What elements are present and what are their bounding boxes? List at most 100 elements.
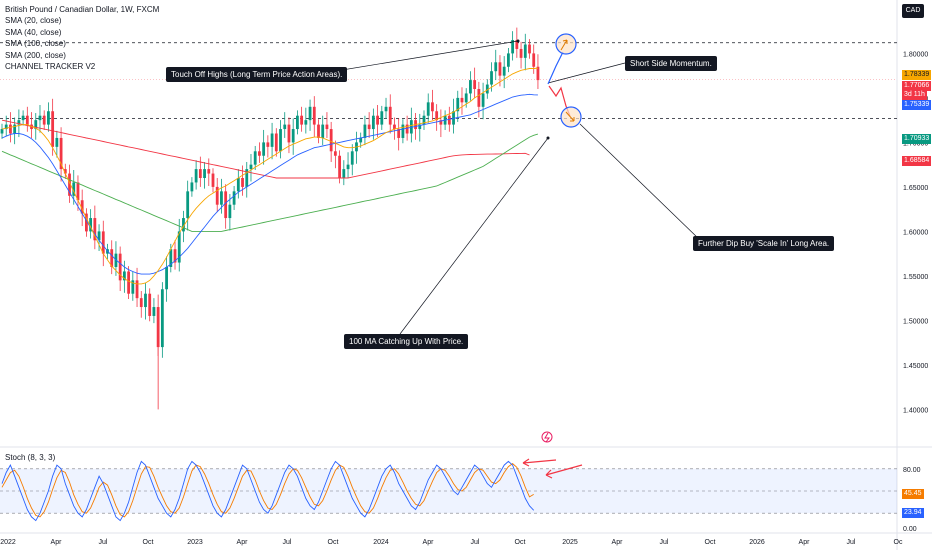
candle-body xyxy=(245,169,249,187)
note-ma-catching[interactable]: 100 MA Catching Up With Price. xyxy=(344,334,469,349)
candle-body xyxy=(515,40,519,49)
x-tick-label: Apr xyxy=(51,539,63,546)
candle-body xyxy=(350,151,354,165)
note-touch-highs[interactable]: Touch Off Highs (Long Term Price Action … xyxy=(166,67,348,82)
candle-body xyxy=(321,124,325,138)
candle-body xyxy=(469,80,472,94)
candle-body xyxy=(266,142,270,147)
candle-body xyxy=(426,102,430,116)
candle-body xyxy=(296,115,299,130)
candle-body xyxy=(9,124,12,134)
candle-body xyxy=(13,124,17,134)
x-tick-label: Jul xyxy=(99,539,108,546)
candle-body xyxy=(274,133,278,152)
candle-body xyxy=(418,124,422,130)
x-tick-label: 2022 xyxy=(0,539,16,546)
stoch-tag-k: 23.94 xyxy=(902,508,924,518)
candle-body xyxy=(59,137,63,170)
y-tick-label: 1.45000 xyxy=(903,363,928,370)
candle-body xyxy=(325,124,329,130)
candle-body xyxy=(477,89,481,107)
candlesticks xyxy=(0,27,540,410)
candle-body xyxy=(312,106,316,125)
x-tick-label: Oc xyxy=(894,539,903,546)
indicator-channel-tracker[interactable]: CHANNEL TRACKER V2 xyxy=(5,62,96,72)
stoch-tick-label: 0.00 xyxy=(903,526,917,533)
candle-body xyxy=(519,48,523,58)
candle-body xyxy=(317,124,320,138)
candle-body xyxy=(435,111,439,121)
stoch-d-line xyxy=(1,463,534,518)
candle-body xyxy=(47,111,50,125)
candle-body xyxy=(131,280,135,294)
target-high-arrow-icon xyxy=(560,39,568,51)
candle-body xyxy=(283,124,287,130)
candle-body xyxy=(17,120,21,125)
indicator-sma100[interactable]: SMA (100, close) xyxy=(5,39,66,49)
stochastic-panel: 80.00 0.00 xyxy=(0,431,921,533)
candle-body xyxy=(460,97,464,103)
note-dip-buy[interactable]: Further Dip Buy 'Scale In' Long Area. xyxy=(693,236,835,251)
candle-body xyxy=(4,124,8,130)
candle-body xyxy=(287,124,291,143)
symbol-title[interactable]: British Pound / Canadian Dollar, 1W, FXC… xyxy=(5,5,160,14)
annotation-lines xyxy=(329,33,701,335)
price-tag-sma20: 1.78339 xyxy=(902,70,932,80)
candle-body xyxy=(371,115,375,130)
candle-body xyxy=(384,106,388,112)
sma200-line xyxy=(1,119,530,179)
x-tick-label: 2025 xyxy=(562,539,578,546)
candle-body xyxy=(422,115,426,125)
candle-body xyxy=(165,267,168,290)
candle-body xyxy=(342,169,346,178)
candle-body xyxy=(308,106,312,121)
target-low-arrow-icon xyxy=(565,111,575,122)
x-tick-label: 2024 xyxy=(373,539,389,546)
candle-body xyxy=(511,40,515,54)
candle-body xyxy=(203,169,206,178)
x-tick-label: Jul xyxy=(847,539,856,546)
price-tag-sma40: 1.75339 xyxy=(902,100,932,110)
x-tick-label: Apr xyxy=(799,539,811,546)
candle-body xyxy=(388,106,392,125)
candle-body xyxy=(481,93,485,107)
candle-body xyxy=(25,115,29,125)
candle-body xyxy=(258,151,261,156)
note-short-momentum[interactable]: Short Side Momentum. xyxy=(625,56,717,71)
candle-body xyxy=(291,129,295,143)
stoch-legend[interactable]: Stoch (8, 3, 3) xyxy=(5,453,56,462)
x-tick-label: Oct xyxy=(143,539,154,546)
candle-body xyxy=(409,120,413,134)
x-tick-label: Oct xyxy=(705,539,716,546)
indicator-sma20[interactable]: SMA (20, close) xyxy=(5,16,62,26)
candle-body xyxy=(439,120,443,125)
sma100-line xyxy=(1,133,539,232)
candle-body xyxy=(220,191,223,205)
y-tick-label: 1.40000 xyxy=(903,407,928,414)
connector-dot xyxy=(516,39,520,43)
candle-body xyxy=(122,271,126,281)
candle-body xyxy=(160,289,164,348)
price-tag-sma200: 1.68584 xyxy=(902,156,932,166)
candle-body xyxy=(232,191,236,205)
candle-body xyxy=(169,249,173,267)
candle-body xyxy=(194,169,198,183)
candle-body xyxy=(72,182,76,196)
event-marker-icon xyxy=(541,431,553,443)
candle-body xyxy=(51,111,55,147)
horizontal-levels xyxy=(0,42,897,119)
moving-averages xyxy=(1,67,539,285)
currency-button[interactable]: CAD xyxy=(902,4,924,18)
candle-body xyxy=(393,124,396,130)
candle-body xyxy=(207,169,211,174)
candle-body xyxy=(523,44,527,58)
candle-body xyxy=(498,62,502,76)
x-tick-label: Oct xyxy=(328,539,339,546)
candle-body xyxy=(93,218,97,241)
indicator-sma200[interactable]: SMA (200, close) xyxy=(5,50,66,60)
indicator-sma40[interactable]: SMA (40, close) xyxy=(5,27,62,37)
candle-body xyxy=(270,133,274,147)
candle-body xyxy=(405,124,409,134)
